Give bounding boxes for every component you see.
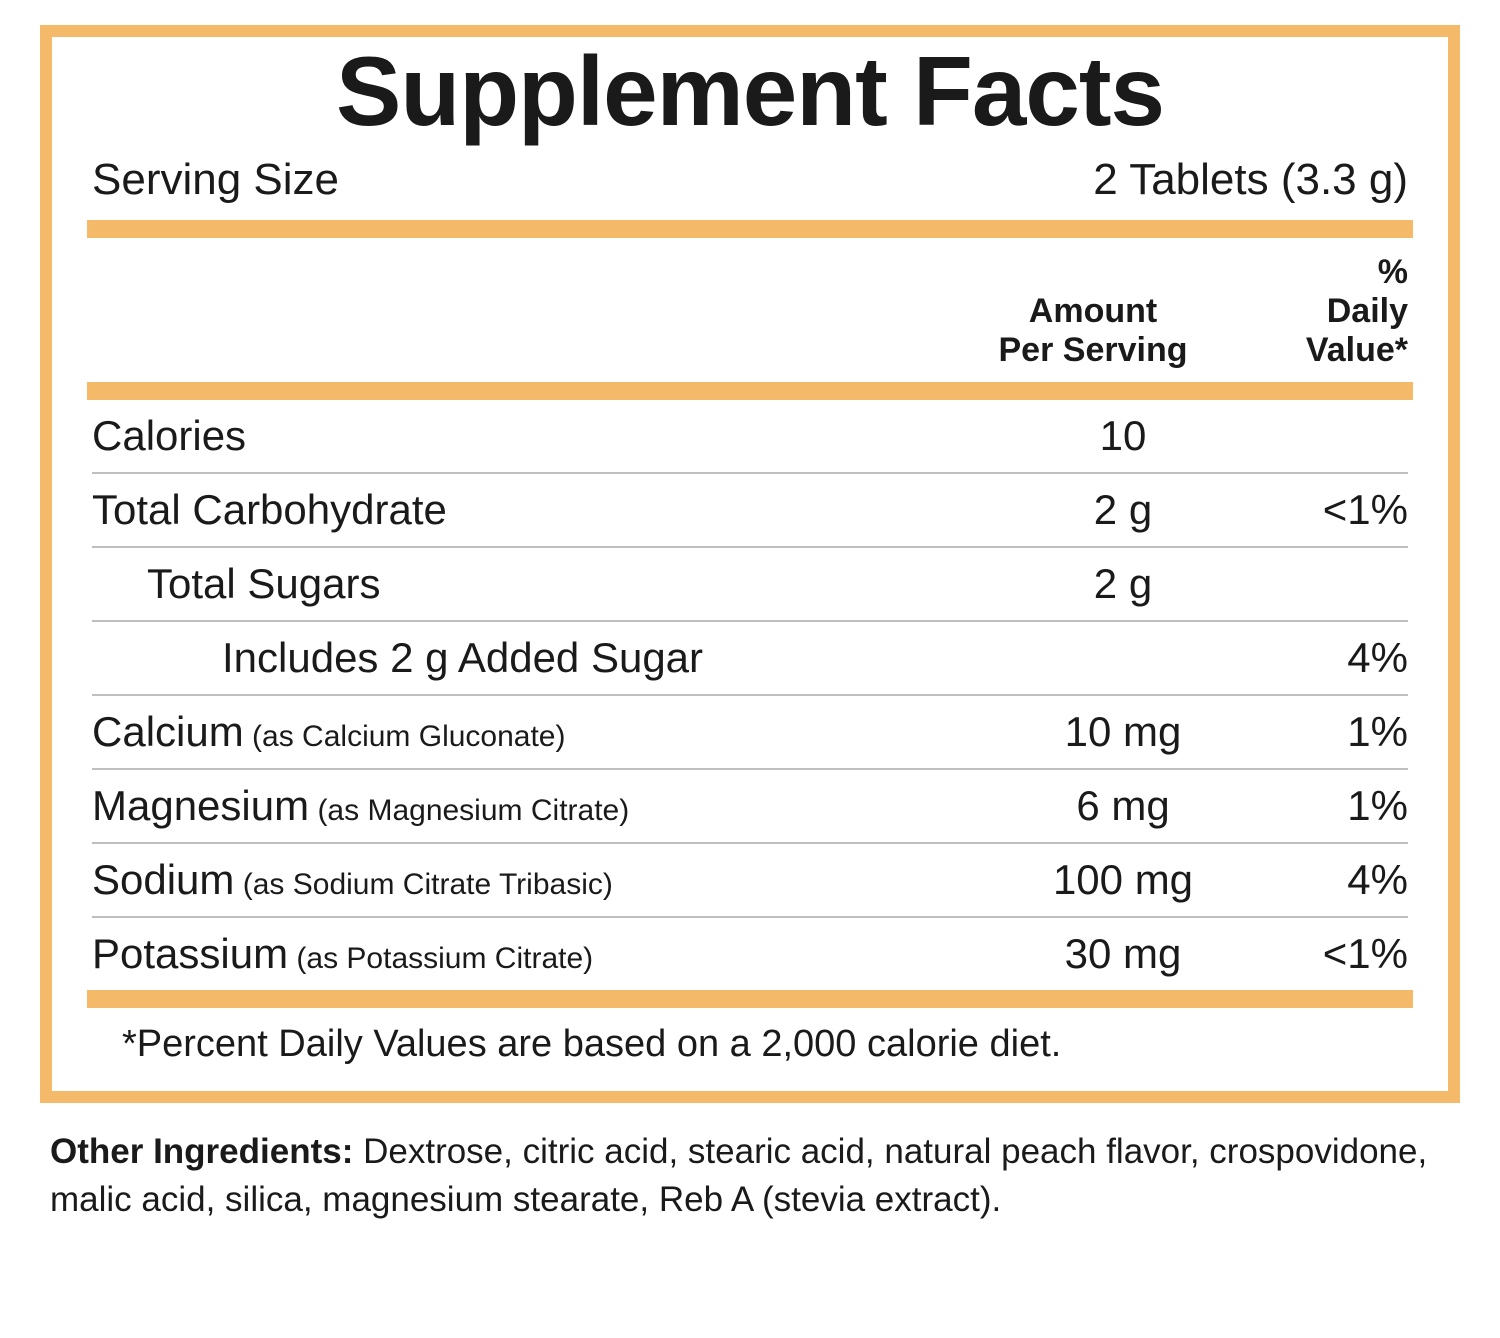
nutrient-daily-value: 1% (1248, 782, 1408, 830)
nutrient-name: Total Sugars (147, 560, 380, 607)
nutrient-label: Calcium (as Calcium Gluconate) (92, 708, 998, 756)
nutrient-amount: 10 (998, 412, 1248, 460)
nutrient-name: Includes 2 g Added Sugar (222, 634, 703, 681)
column-headers: Amount Per Serving %Daily Value* (92, 238, 1408, 382)
nutrient-row: Includes 2 g Added Sugar 4% (92, 620, 1408, 694)
nutrient-amount: 30 mg (998, 930, 1248, 978)
nutrient-subform: (as Potassium Citrate) (288, 942, 593, 975)
nutrient-subform: (as Calcium Gluconate) (244, 720, 566, 753)
nutrient-rows: Calories10Total Carbohydrate2 g<1%Total … (92, 400, 1408, 990)
nutrient-name: Calcium (92, 708, 244, 755)
header-daily-value: %Daily Value* (1248, 253, 1408, 370)
nutrient-row: Sodium (as Sodium Citrate Tribasic)100 m… (92, 842, 1408, 916)
nutrient-daily-value: 1% (1248, 708, 1408, 756)
divider-bar-mid (87, 382, 1413, 400)
nutrient-label: Total Sugars (92, 560, 998, 608)
header-amount-text: Amount Per Serving (999, 292, 1188, 369)
nutrient-amount: 2 g (998, 486, 1248, 534)
nutrient-name: Magnesium (92, 782, 309, 829)
nutrient-row: Potassium (as Potassium Citrate)30 mg<1% (92, 916, 1408, 990)
header-dv-text: %Daily Value* (1306, 253, 1408, 369)
facts-frame: Supplement Facts Serving Size 2 Tablets … (40, 25, 1460, 1103)
nutrient-label: Calories (92, 412, 998, 460)
nutrient-name: Total Carbohydrate (92, 486, 447, 533)
footnote: *Percent Daily Values are based on a 2,0… (92, 1008, 1408, 1071)
other-ingredients: Other Ingredients: Dextrose, citric acid… (40, 1103, 1460, 1223)
nutrient-row: Total Carbohydrate 2 g<1% (92, 472, 1408, 546)
nutrient-daily-value: 4% (1248, 634, 1408, 682)
nutrient-amount: 10 mg (998, 708, 1248, 756)
divider-bar-top (87, 220, 1413, 238)
nutrient-daily-value: <1% (1248, 486, 1408, 534)
nutrient-label: Includes 2 g Added Sugar (92, 634, 998, 682)
other-ingredients-label: Other Ingredients: (50, 1132, 353, 1171)
nutrient-row: Calcium (as Calcium Gluconate)10 mg1% (92, 694, 1408, 768)
nutrient-row: Calories 10 (92, 400, 1408, 472)
nutrient-name: Calories (92, 412, 246, 459)
nutrient-name: Sodium (92, 856, 234, 903)
nutrient-row: Magnesium (as Magnesium Citrate)6 mg1% (92, 768, 1408, 842)
nutrient-label: Magnesium (as Magnesium Citrate) (92, 782, 998, 830)
divider-bar-bottom (87, 990, 1413, 1008)
nutrient-label: Sodium (as Sodium Citrate Tribasic) (92, 856, 998, 904)
nutrient-subform: (as Sodium Citrate Tribasic) (234, 868, 612, 901)
supplement-facts-panel: Supplement Facts Serving Size 2 Tablets … (0, 0, 1500, 1253)
nutrient-name: Potassium (92, 930, 288, 977)
nutrient-subform: (as Magnesium Citrate) (309, 794, 629, 827)
panel-title: Supplement Facts (92, 42, 1408, 140)
serving-size-label: Serving Size (92, 155, 339, 205)
nutrient-label: Total Carbohydrate (92, 486, 998, 534)
nutrient-amount: 100 mg (998, 856, 1248, 904)
nutrient-row: Total Sugars 2 g (92, 546, 1408, 620)
serving-size-row: Serving Size 2 Tablets (3.3 g) (92, 150, 1408, 220)
nutrient-daily-value: 4% (1248, 856, 1408, 904)
header-amount: Amount Per Serving (968, 292, 1218, 370)
serving-size-value: 2 Tablets (3.3 g) (1093, 155, 1408, 205)
nutrient-amount: 6 mg (998, 782, 1248, 830)
nutrient-daily-value: <1% (1248, 930, 1408, 978)
nutrient-amount: 2 g (998, 560, 1248, 608)
nutrient-label: Potassium (as Potassium Citrate) (92, 930, 998, 978)
